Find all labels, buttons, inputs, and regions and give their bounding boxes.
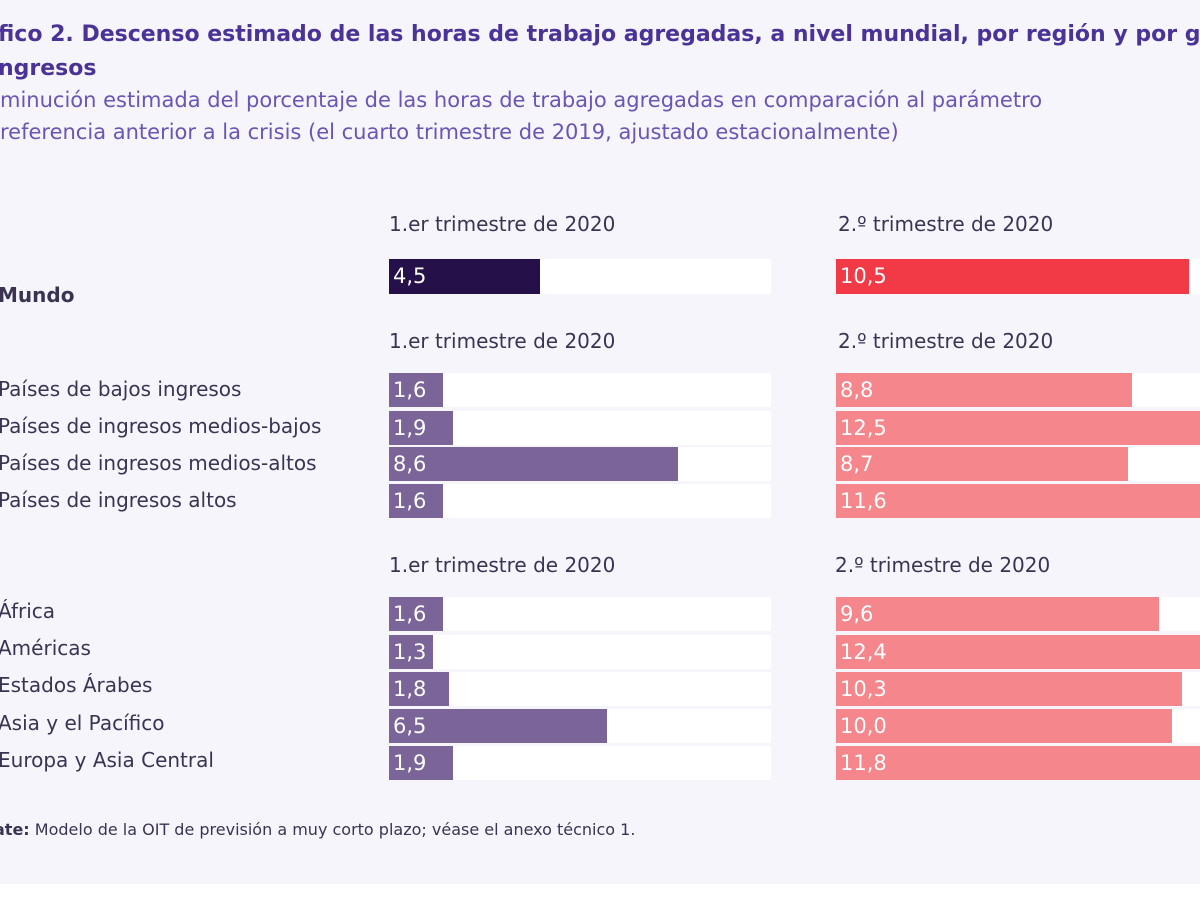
- bar-paises-de-ingresos-medios-bajos-q2: [836, 411, 1200, 445]
- source-label: ate:: [0, 820, 30, 839]
- bar-value-americas-q2: 12,4: [840, 640, 887, 664]
- row-label-asia-y-el-pacifico: Asia y el Pacífico: [0, 711, 165, 735]
- bar-paises-de-bajos-ingresos-q2: [836, 373, 1132, 407]
- bar-value-europa-y-asia-central-q1: 1,9: [393, 751, 427, 775]
- chart-title-line-2: ngresos: [0, 56, 97, 81]
- bar-value-paises-de-ingresos-medios-altos-q2: 8,7: [840, 452, 874, 476]
- bar-europa-y-asia-central-q1: [389, 746, 453, 780]
- bar-value-paises-de-bajos-ingresos-q1: 1,6: [393, 378, 427, 402]
- bar-americas-q2: [836, 635, 1200, 669]
- row-label-mundo: Mundo: [0, 283, 75, 307]
- quarter-header-1: 1.er trimestre de 2020: [389, 329, 616, 353]
- bar-estados-arabes-q1: [389, 672, 450, 706]
- quarter-header-1: 1.er trimestre de 2020: [389, 553, 616, 577]
- chart-subtitle-line-1: minución estimada del porcentaje de las …: [0, 88, 1043, 112]
- bar-asia-y-el-pacifico-q1: [389, 709, 608, 743]
- bar-europa-y-asia-central-q2: [836, 746, 1200, 780]
- bar-value-paises-de-ingresos-medios-bajos-q1: 1,9: [393, 416, 427, 440]
- bar-track-estados-arabes-q1: [389, 672, 771, 706]
- bar-value-africa-q1: 1,6: [393, 602, 427, 626]
- bar-value-estados-arabes-q1: 1,8: [393, 677, 427, 701]
- row-label-americas: Américas: [0, 636, 91, 660]
- bar-track-africa-q1: [389, 597, 771, 631]
- row-label-estados-arabes: Estados Árabes: [0, 673, 153, 697]
- bar-africa-q1: [389, 597, 443, 631]
- bar-mundo-q2: [836, 259, 1189, 294]
- quarter-header-2: 2.º trimestre de 2020: [838, 329, 1054, 353]
- source-text: Modelo de la OIT de previsión a muy cort…: [29, 820, 636, 839]
- bar-estados-arabes-q2: [836, 672, 1183, 706]
- bar-track-americas-q1: [389, 635, 771, 669]
- bar-value-paises-de-ingresos-altos-q1: 1,6: [393, 489, 427, 513]
- row-label-europa-y-asia-central: Europa y Asia Central: [0, 748, 214, 772]
- bar-paises-de-ingresos-medios-altos-q2: [836, 447, 1129, 481]
- bar-paises-de-ingresos-altos-q2: [836, 484, 1200, 518]
- bar-value-paises-de-ingresos-altos-q2: 11,6: [840, 489, 887, 513]
- bar-paises-de-ingresos-altos-q1: [389, 484, 443, 518]
- bar-paises-de-ingresos-medios-altos-q1: [389, 447, 678, 481]
- bar-value-estados-arabes-q2: 10,3: [840, 677, 887, 701]
- quarter-header-1: 1.er trimestre de 2020: [389, 212, 616, 236]
- bar-value-mundo-q2: 10,5: [840, 264, 887, 288]
- quarter-header-2: 2.º trimestre de 2020: [838, 212, 1054, 236]
- row-label-paises-de-bajos-ingresos: Países de bajos ingresos: [0, 377, 242, 401]
- bar-value-asia-y-el-pacifico-q1: 6,5: [393, 714, 427, 738]
- quarter-header-2: 2.º trimestre de 2020: [835, 553, 1051, 577]
- row-label-paises-de-ingresos-medios-altos: Países de ingresos medios-altos: [0, 451, 317, 475]
- bar-asia-y-el-pacifico-q2: [836, 709, 1172, 743]
- source-note: ate: Modelo de la OIT de previsión a muy…: [0, 820, 635, 839]
- bar-value-paises-de-bajos-ingresos-q2: 8,8: [840, 378, 874, 402]
- bar-mundo-q1: [389, 259, 541, 294]
- chart-subtitle-line-2: referencia anterior a la crisis (el cuar…: [0, 120, 899, 144]
- bar-value-asia-y-el-pacifico-q2: 10,0: [840, 714, 887, 738]
- bar-value-africa-q2: 9,6: [840, 602, 874, 626]
- bar-value-mundo-q1: 4,5: [393, 264, 427, 288]
- bar-value-americas-q1: 1,3: [393, 640, 427, 664]
- bar-paises-de-bajos-ingresos-q1: [389, 373, 443, 407]
- row-label-paises-de-ingresos-medios-bajos: Países de ingresos medios-bajos: [0, 414, 322, 438]
- chart-title-line-1: fico 2. Descenso estimado de las horas d…: [0, 22, 1200, 47]
- bar-value-paises-de-ingresos-medios-altos-q1: 8,6: [393, 452, 427, 476]
- bar-paises-de-ingresos-medios-bajos-q1: [389, 411, 453, 445]
- bar-value-europa-y-asia-central-q2: 11,8: [840, 751, 887, 775]
- bar-africa-q2: [836, 597, 1159, 631]
- row-label-paises-de-ingresos-altos: Países de ingresos altos: [0, 488, 237, 512]
- bar-value-paises-de-ingresos-medios-bajos-q2: 12,5: [840, 416, 887, 440]
- bar-track-paises-de-bajos-ingresos-q1: [389, 373, 771, 407]
- row-label-africa: África: [0, 599, 56, 623]
- bar-track-paises-de-ingresos-altos-q1: [389, 484, 771, 518]
- bar-americas-q1: [389, 635, 433, 669]
- bottom-strip: [0, 884, 1200, 900]
